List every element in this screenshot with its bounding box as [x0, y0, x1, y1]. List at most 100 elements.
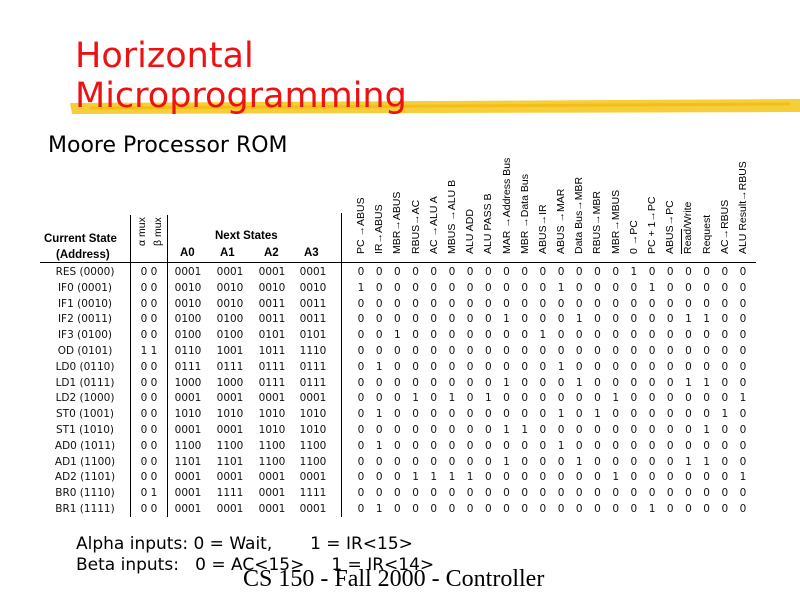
signal-bit-cell: 0: [430, 297, 438, 310]
signal-bit-cell: 0: [412, 266, 419, 278]
signal-bit-cell: 0: [357, 424, 365, 436]
current-state-cell: OD (0101): [57, 345, 113, 357]
signal-bit-cell: 0: [666, 281, 674, 294]
signal-bit-cell: 0: [666, 392, 674, 405]
signal-bit-cell: 0: [666, 455, 674, 468]
signal-bit-cell: 0: [594, 455, 601, 468]
signal-bit-cell: 0: [739, 424, 747, 436]
signal-bit-cell: 0: [521, 360, 529, 373]
signal-bit-cell: 0: [666, 329, 674, 342]
mux-cell: 0 0: [140, 329, 158, 342]
signal-bit-cell: 0: [721, 281, 729, 294]
signal-bit-cell: 0: [484, 281, 492, 294]
signal-bit-cell: 0: [430, 329, 438, 342]
signal-bit-cell: 0: [612, 408, 619, 421]
signal-bit-cell: 1: [412, 392, 419, 405]
signal-bit-cell: 0: [394, 345, 401, 357]
current-state-cell: AD1 (1100): [54, 455, 116, 468]
signal-bit-cell: 0: [703, 408, 710, 421]
signal-bit-cell: 0: [448, 360, 456, 373]
signal-bit-cell: 1: [448, 392, 456, 405]
signal-bit-cell: 1: [739, 392, 747, 405]
signal-bit-cell: 0: [357, 471, 365, 484]
next-state-cell: 0001: [258, 471, 286, 484]
signal-bit-cell: 0: [594, 439, 601, 452]
current-state-cell: IF3 (0100): [57, 329, 113, 342]
signal-bit-cell: 0: [630, 392, 638, 405]
mux-cell: 0 0: [140, 439, 158, 452]
signal-bit-cell: 0: [594, 266, 601, 278]
next-state-cell: 1010: [299, 408, 327, 421]
current-state-cell: ST0 (1001): [55, 408, 115, 421]
signal-bit-cell: 0: [521, 408, 529, 421]
signal-bit-cell: 0: [703, 329, 710, 342]
signal-bit-cell: 0: [703, 487, 710, 500]
signal-bit-cell: 0: [357, 408, 365, 421]
signal-bit-cell: 0: [375, 487, 383, 500]
signal-bit-cell: 0: [594, 424, 601, 436]
signal-bit-cell: 0: [685, 471, 692, 484]
signal-bit-cell: 0: [539, 297, 547, 310]
signal-bit-cell: 1: [648, 503, 656, 515]
signal-bit-cell: 1: [503, 424, 510, 436]
signal-bit-cell: 0: [575, 424, 583, 436]
signal-bit-cell: 1: [557, 360, 565, 373]
signal-bit-cell: 0: [357, 266, 365, 278]
signal-bit-cell: 0: [375, 376, 383, 389]
signal-bit-cell: 0: [612, 329, 619, 342]
signal-bit-cell: 0: [612, 266, 619, 278]
next-state-cell: 0100: [174, 313, 202, 326]
signal-bit-cell: 0: [648, 455, 656, 468]
signal-bit-cell: 1: [448, 471, 456, 484]
signal-bit-cell: 0: [521, 345, 529, 357]
signal-bit-cell: 1: [739, 471, 747, 484]
signal-bit-cell: 0: [375, 266, 383, 278]
signal-bit-cell: 0: [466, 392, 474, 405]
signal-bit-cell: 0: [739, 281, 747, 294]
next-state-cell: 0001: [258, 266, 286, 278]
header-a2: A2: [264, 247, 279, 259]
signal-bit-cell: 0: [703, 503, 710, 515]
signal-bit-cell: 0: [394, 297, 401, 310]
next-state-cell: 0001: [258, 503, 286, 515]
signal-bit-cell: 0: [430, 281, 438, 294]
header-alpha-mux: α mux: [136, 217, 148, 246]
next-state-cell: 0101: [258, 329, 286, 342]
signal-bit-cell: 0: [557, 487, 565, 500]
signal-bit-cell: 0: [484, 503, 492, 515]
signal-bit-cell: 0: [666, 487, 674, 500]
signal-bit-cell: 0: [375, 297, 383, 310]
mux-cell: 1 1: [140, 345, 158, 357]
signal-bit-cell: 0: [466, 376, 474, 389]
signal-header: MBR→ABUS: [391, 191, 404, 254]
signal-bit-cell: 0: [648, 360, 656, 373]
next-state-cell: 0010: [258, 281, 286, 294]
signal-bit-cell: 0: [648, 345, 656, 357]
signal-bit-cell: 0: [594, 471, 601, 484]
next-state-cell: 0111: [174, 360, 202, 373]
signal-bit-cell: 0: [721, 297, 729, 310]
signal-bit-cell: 0: [630, 439, 638, 452]
signal-bit-cell: 0: [721, 329, 729, 342]
header-current-state: Current State: [44, 233, 117, 245]
signal-bit-cell: 0: [412, 313, 419, 326]
signal-bit-cell: 1: [703, 424, 710, 436]
signal-bit-cell: 1: [484, 392, 492, 405]
signal-header: MBR →Data Bus: [518, 174, 531, 254]
signal-bit-cell: 1: [703, 313, 710, 326]
signal-bit-cell: 0: [739, 329, 747, 342]
next-state-cell: 1100: [299, 439, 327, 452]
signal-bit-cell: 1: [630, 266, 638, 278]
signal-bit-cell: 0: [394, 376, 401, 389]
signal-bit-cell: 0: [739, 408, 747, 421]
signal-bit-cell: 0: [630, 455, 638, 468]
signal-bit-cell: 0: [430, 360, 438, 373]
next-state-cell: 1100: [174, 439, 202, 452]
signal-bit-cell: 0: [357, 360, 365, 373]
title-line-1: Horizontal: [75, 36, 254, 76]
current-state-cell: IF2 (0011): [57, 313, 113, 326]
signal-bit-cell: 0: [721, 345, 729, 357]
signal-bit-cell: 0: [357, 487, 365, 500]
signal-bit-cell: 0: [448, 376, 456, 389]
signal-bit-cell: 0: [648, 487, 656, 500]
